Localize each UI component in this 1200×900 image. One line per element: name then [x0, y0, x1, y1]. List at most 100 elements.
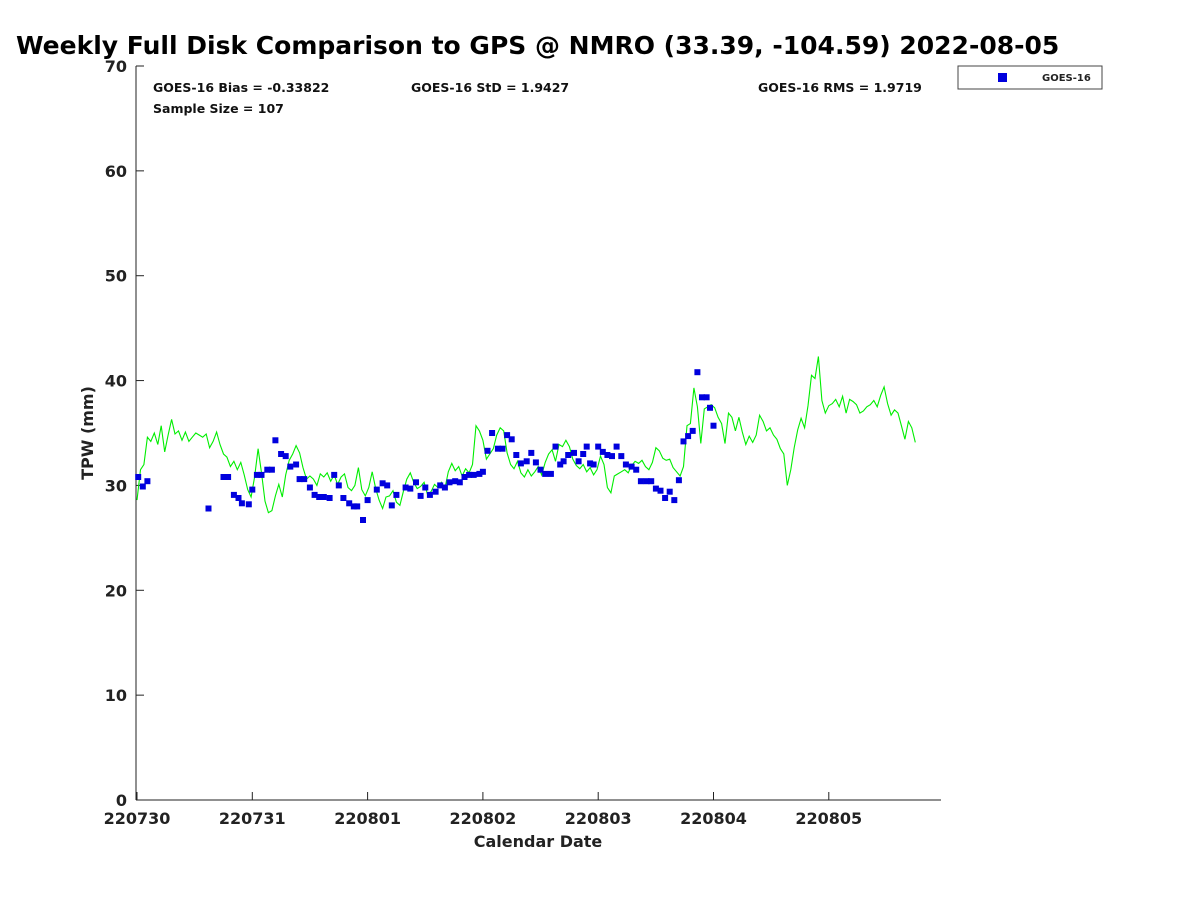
- goes-16-point: [426, 491, 433, 498]
- goes-16-point: [320, 494, 327, 500]
- goes-16-point: [595, 443, 602, 450]
- goes-16-point: [494, 445, 501, 452]
- x-tick-label: 220731: [219, 809, 286, 828]
- x-tick-label: 220802: [450, 809, 517, 828]
- goes-16-point: [258, 471, 265, 478]
- goes-16-point: [504, 432, 511, 439]
- goes-16-point: [547, 470, 554, 477]
- x-tick-label: 220803: [565, 809, 632, 828]
- goes-16-point: [296, 476, 303, 483]
- y-tick-label: 30: [105, 476, 127, 495]
- goes-16-point: [707, 404, 713, 411]
- goes-16-point: [557, 461, 564, 468]
- goes-16-point: [422, 484, 429, 491]
- legend-label-goes-16: GOES-16: [1042, 73, 1091, 84]
- goes-16-point: [135, 474, 142, 480]
- goes-16-point: [618, 453, 625, 460]
- goes-16-point: [703, 394, 710, 401]
- sample-size-stat: Sample Size = 107: [153, 101, 284, 116]
- goes-16-point: [699, 394, 705, 401]
- goes-16-point: [235, 495, 242, 501]
- goes-16-point: [388, 502, 395, 509]
- goes-16-point: [537, 466, 544, 473]
- y-tick-label: 20: [105, 581, 127, 600]
- goes-16-point: [604, 452, 611, 458]
- goes-16-point: [272, 437, 279, 444]
- plot-area: 0 10 20 30 40 50 60 70 220730 220731 220801 220802…: [104, 57, 941, 828]
- goes-16-point: [590, 461, 597, 468]
- goes-16-point: [238, 500, 245, 507]
- goes-16-point: [622, 461, 629, 468]
- y-ticks: 0 10 20 30 40 50 60 70: [105, 57, 144, 810]
- legend-marker-goes-16: [998, 73, 1007, 82]
- goes-16-point: [268, 466, 275, 473]
- legend-box: [957, 65, 1103, 90]
- goes-16-point: [264, 466, 271, 473]
- goes-16-point: [452, 478, 459, 485]
- goes-16-point: [306, 484, 313, 491]
- std-stat: GOES-16 StD = 1.9427: [411, 80, 569, 95]
- goes-16-point: [346, 500, 353, 507]
- goes-16-point: [432, 488, 439, 495]
- goes-16-point: [461, 474, 468, 480]
- goes-16-point: [662, 495, 669, 501]
- goes-16-point: [523, 458, 530, 465]
- goes-16-point: [340, 495, 347, 501]
- goes-16-point: [373, 486, 380, 493]
- x-tick-label: 220730: [104, 809, 171, 828]
- goes-16-point: [685, 433, 692, 440]
- goes-16-point: [599, 448, 606, 455]
- goes-16-point: [489, 430, 496, 436]
- goes-16-point: [393, 491, 400, 498]
- bias-stat: GOES-16 Bias = -0.33822: [153, 80, 329, 95]
- goes-16-point: [311, 491, 318, 498]
- gps-line-series: [136, 356, 916, 514]
- goes-16-points: [135, 369, 717, 523]
- goes-16-point: [354, 503, 361, 510]
- goes-16-point: [633, 466, 640, 473]
- goes-16-point: [648, 478, 655, 485]
- x-tick-label: 220804: [680, 809, 747, 828]
- goes-16-point: [517, 460, 524, 467]
- goes-16-point: [413, 479, 419, 486]
- y-tick-label: 50: [105, 267, 127, 286]
- goes-16-point: [552, 443, 559, 450]
- x-tick-label: 220805: [795, 809, 862, 828]
- goes-16-point: [565, 452, 572, 458]
- goes-16-point: [437, 482, 444, 489]
- goes-16-point: [710, 422, 717, 429]
- goes-16-point: [513, 452, 520, 458]
- goes-16-point: [484, 447, 491, 454]
- goes-16-point: [417, 492, 424, 499]
- goes-16-point: [587, 460, 594, 467]
- goes-16-point: [384, 482, 391, 489]
- goes-16-point: [508, 436, 515, 443]
- goes-16-point: [293, 461, 300, 468]
- goes-16-point: [402, 484, 409, 491]
- goes-16-point: [441, 484, 448, 491]
- goes-16-point: [694, 369, 701, 376]
- goes-16-point: [652, 485, 659, 492]
- goes-16-point: [637, 478, 644, 485]
- goes-16-point: [407, 485, 414, 492]
- goes-16-point: [583, 443, 590, 450]
- goes-16-point: [466, 471, 473, 478]
- goes-16-point: [499, 445, 506, 452]
- goes-16-point: [532, 459, 539, 466]
- y-axis-label: TPW (mm): [78, 386, 97, 480]
- goes-16-point: [657, 487, 664, 494]
- y-tick-label: 0: [116, 791, 127, 810]
- goes-16-point: [542, 470, 549, 477]
- x-axis-label: Calendar Date: [474, 832, 603, 851]
- goes-16-point: [245, 501, 252, 508]
- goes-16-point: [575, 458, 582, 465]
- goes-16-point: [609, 453, 615, 460]
- goes-16-point: [528, 449, 535, 456]
- goes-16-point: [287, 463, 294, 470]
- goes-16-point: [476, 470, 483, 477]
- goes-16-point: [205, 505, 212, 512]
- goes-16-point: [680, 438, 687, 445]
- goes-16-point: [643, 478, 650, 485]
- y-tick-label: 60: [105, 162, 127, 181]
- goes-16-point: [301, 476, 308, 483]
